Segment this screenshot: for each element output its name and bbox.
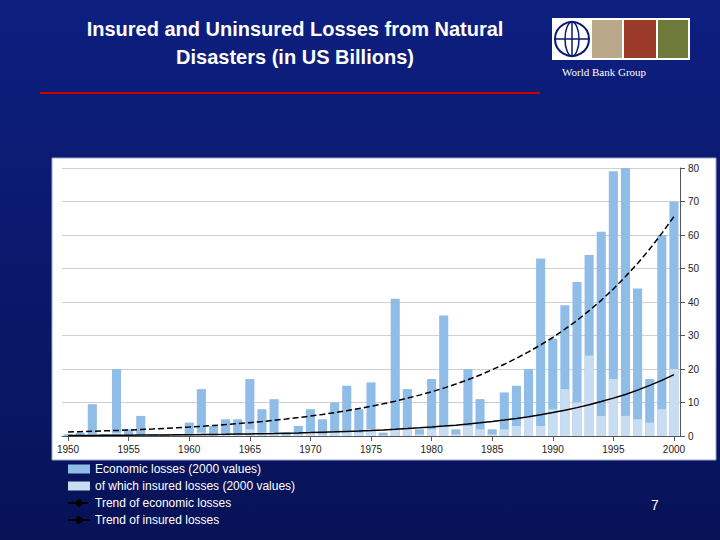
- svg-text:1990: 1990: [542, 444, 565, 455]
- svg-text:Insured and Uninsured Losses f: Insured and Uninsured Losses from Natura…: [87, 18, 504, 40]
- svg-text:of which insured losses (2000: of which insured losses (2000 values): [95, 479, 295, 493]
- svg-text:1950: 1950: [57, 444, 80, 455]
- svg-text:Trend of economic losses: Trend of economic losses: [95, 496, 231, 510]
- svg-text:80: 80: [688, 163, 700, 174]
- svg-text:20: 20: [688, 364, 700, 375]
- svg-text:Trend of insured losses: Trend of insured losses: [95, 513, 219, 527]
- svg-text:50: 50: [688, 263, 700, 274]
- svg-text:1965: 1965: [239, 444, 262, 455]
- svg-text:7: 7: [651, 497, 659, 513]
- svg-text:Economic losses (2000 values): Economic losses (2000 values): [95, 462, 261, 476]
- svg-text:World Bank Group: World Bank Group: [562, 66, 647, 78]
- svg-text:Disasters (in US Billions): Disasters (in US Billions): [176, 46, 414, 68]
- svg-text:2000: 2000: [663, 444, 686, 455]
- svg-text:1980: 1980: [420, 444, 443, 455]
- svg-text:60: 60: [688, 230, 700, 241]
- svg-text:0: 0: [688, 431, 694, 442]
- svg-text:1975: 1975: [360, 444, 383, 455]
- svg-text:40: 40: [688, 297, 700, 308]
- svg-text:10: 10: [688, 397, 700, 408]
- svg-text:70: 70: [688, 196, 700, 207]
- svg-text:1955: 1955: [118, 444, 141, 455]
- svg-text:1970: 1970: [299, 444, 322, 455]
- svg-text:30: 30: [688, 330, 700, 341]
- svg-text:1985: 1985: [481, 444, 504, 455]
- svg-text:1960: 1960: [178, 444, 201, 455]
- svg-text:1995: 1995: [602, 444, 625, 455]
